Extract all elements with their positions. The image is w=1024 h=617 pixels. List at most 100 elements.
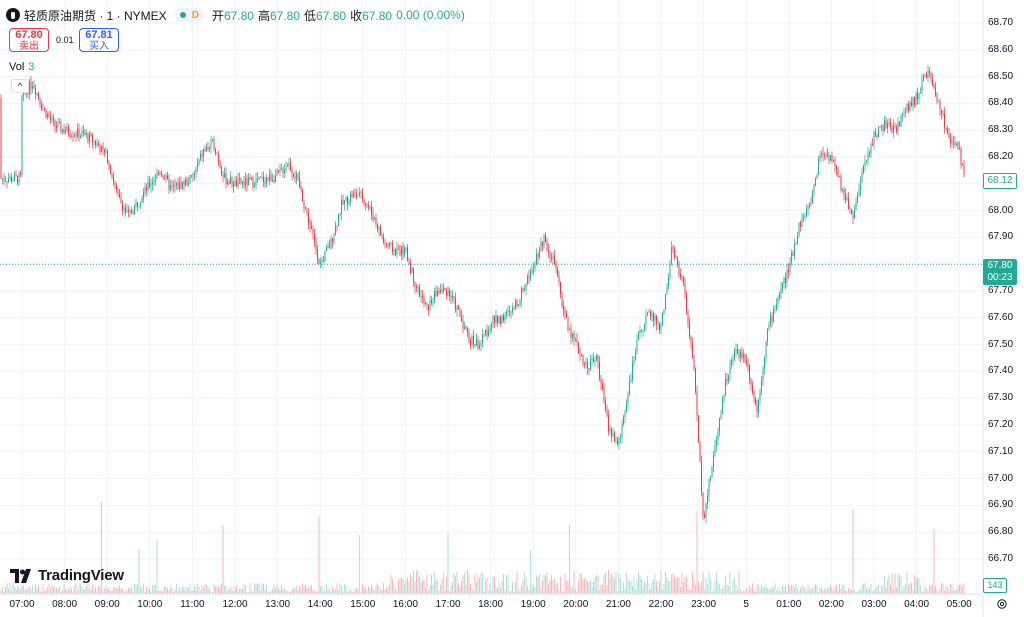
volume-bar	[501, 580, 503, 594]
volume-bar	[278, 587, 279, 594]
candle-body	[960, 147, 962, 166]
candle-body	[287, 166, 288, 167]
candle-body	[420, 295, 422, 297]
candle-body	[522, 287, 524, 291]
volume-bar	[297, 589, 299, 594]
candle-body	[869, 153, 870, 154]
candle-body	[78, 128, 80, 138]
volume-bar	[374, 590, 375, 594]
volume-bar	[368, 586, 369, 594]
volume-bar	[846, 590, 848, 594]
candle-body	[423, 297, 425, 304]
candle-body	[684, 282, 686, 295]
volume-bar	[348, 590, 350, 594]
candle-body	[197, 164, 198, 168]
candle-body	[204, 149, 206, 152]
volume-bar	[546, 572, 548, 594]
symbol-title[interactable]: 轻质原油期货 · 1 · NYMEX	[24, 8, 167, 23]
candle-body	[452, 296, 453, 298]
time-tick: 14:00	[307, 599, 333, 610]
volume-bar	[702, 572, 704, 594]
volume-bar	[563, 591, 564, 594]
candle-body	[96, 143, 98, 145]
candle-body	[200, 154, 201, 160]
volume-bar	[875, 588, 876, 594]
volume-bar	[783, 585, 785, 594]
candle-body	[279, 168, 281, 172]
volume-bar	[938, 591, 939, 594]
tradingview-logo[interactable]: TradingView	[10, 567, 124, 584]
candle-body	[624, 411, 626, 417]
candle-body	[557, 268, 558, 276]
candle-body	[243, 181, 245, 186]
candle-body	[686, 294, 687, 311]
buy-button[interactable]: 67.81 买入	[79, 28, 119, 52]
market-status[interactable]: D	[174, 8, 204, 22]
candle-body	[654, 315, 656, 321]
volume-bar	[257, 583, 258, 594]
candle-body	[60, 122, 62, 132]
candle-body	[362, 192, 363, 200]
volume-bar	[855, 591, 857, 594]
volume-bar	[393, 584, 395, 594]
volume-bar	[90, 589, 92, 594]
volume-bar	[395, 589, 396, 594]
volume-bar	[383, 583, 384, 594]
candle-body	[636, 339, 638, 353]
settings-gear-icon[interactable]	[996, 598, 1008, 610]
candle-body	[629, 381, 630, 395]
volume-bar	[677, 577, 678, 594]
candle-body	[701, 460, 702, 493]
candle-body	[635, 352, 636, 361]
candle-body	[827, 153, 828, 156]
volume-bar	[312, 589, 314, 594]
candle-body	[428, 305, 429, 311]
candle-body	[696, 391, 698, 416]
candle-body	[591, 358, 593, 361]
volume-bar	[375, 584, 377, 594]
candle-body	[383, 236, 384, 243]
candle-body	[210, 140, 212, 148]
candle-body	[56, 126, 57, 128]
volume-bar	[515, 582, 516, 594]
volume-bar	[801, 585, 803, 594]
volume-bar	[860, 589, 861, 594]
candle-body	[140, 202, 141, 206]
volume-bar	[954, 590, 956, 594]
collapse-legend-chevron-up-icon[interactable]: ^	[11, 79, 29, 93]
candle-body	[503, 315, 504, 321]
candle-body	[584, 363, 585, 365]
volume-bar	[182, 586, 183, 594]
price-tick: 68.40	[988, 97, 1014, 109]
volume-bar	[87, 583, 89, 594]
volume-bar	[443, 572, 444, 594]
candle-body	[215, 149, 216, 154]
candle-body	[104, 149, 105, 153]
candle-body	[32, 85, 33, 89]
candle-body	[699, 442, 701, 461]
candle-body	[609, 429, 611, 432]
candle-body	[194, 173, 195, 176]
candle-body	[470, 339, 471, 346]
volume-bar	[210, 591, 212, 594]
candle-body	[323, 260, 324, 261]
volume-bar	[279, 589, 281, 594]
candle-body	[578, 342, 579, 354]
candle-body	[435, 290, 437, 297]
volume-bar	[890, 584, 891, 594]
candle-body	[33, 85, 35, 89]
sell-button[interactable]: 67.80 卖出	[9, 28, 49, 52]
volume-legend[interactable]: Vol 3	[9, 61, 35, 73]
volume-bar	[551, 574, 552, 594]
volume-bar	[81, 586, 83, 594]
volume-bar	[897, 573, 899, 594]
volume-bar	[192, 590, 194, 594]
volume-bar	[746, 587, 747, 594]
candle-body	[347, 197, 348, 205]
volume-bar	[221, 583, 222, 594]
volume-bar	[884, 575, 885, 594]
volume-bar	[917, 577, 918, 594]
volume-bar	[759, 588, 761, 594]
volume-bar	[281, 585, 282, 594]
